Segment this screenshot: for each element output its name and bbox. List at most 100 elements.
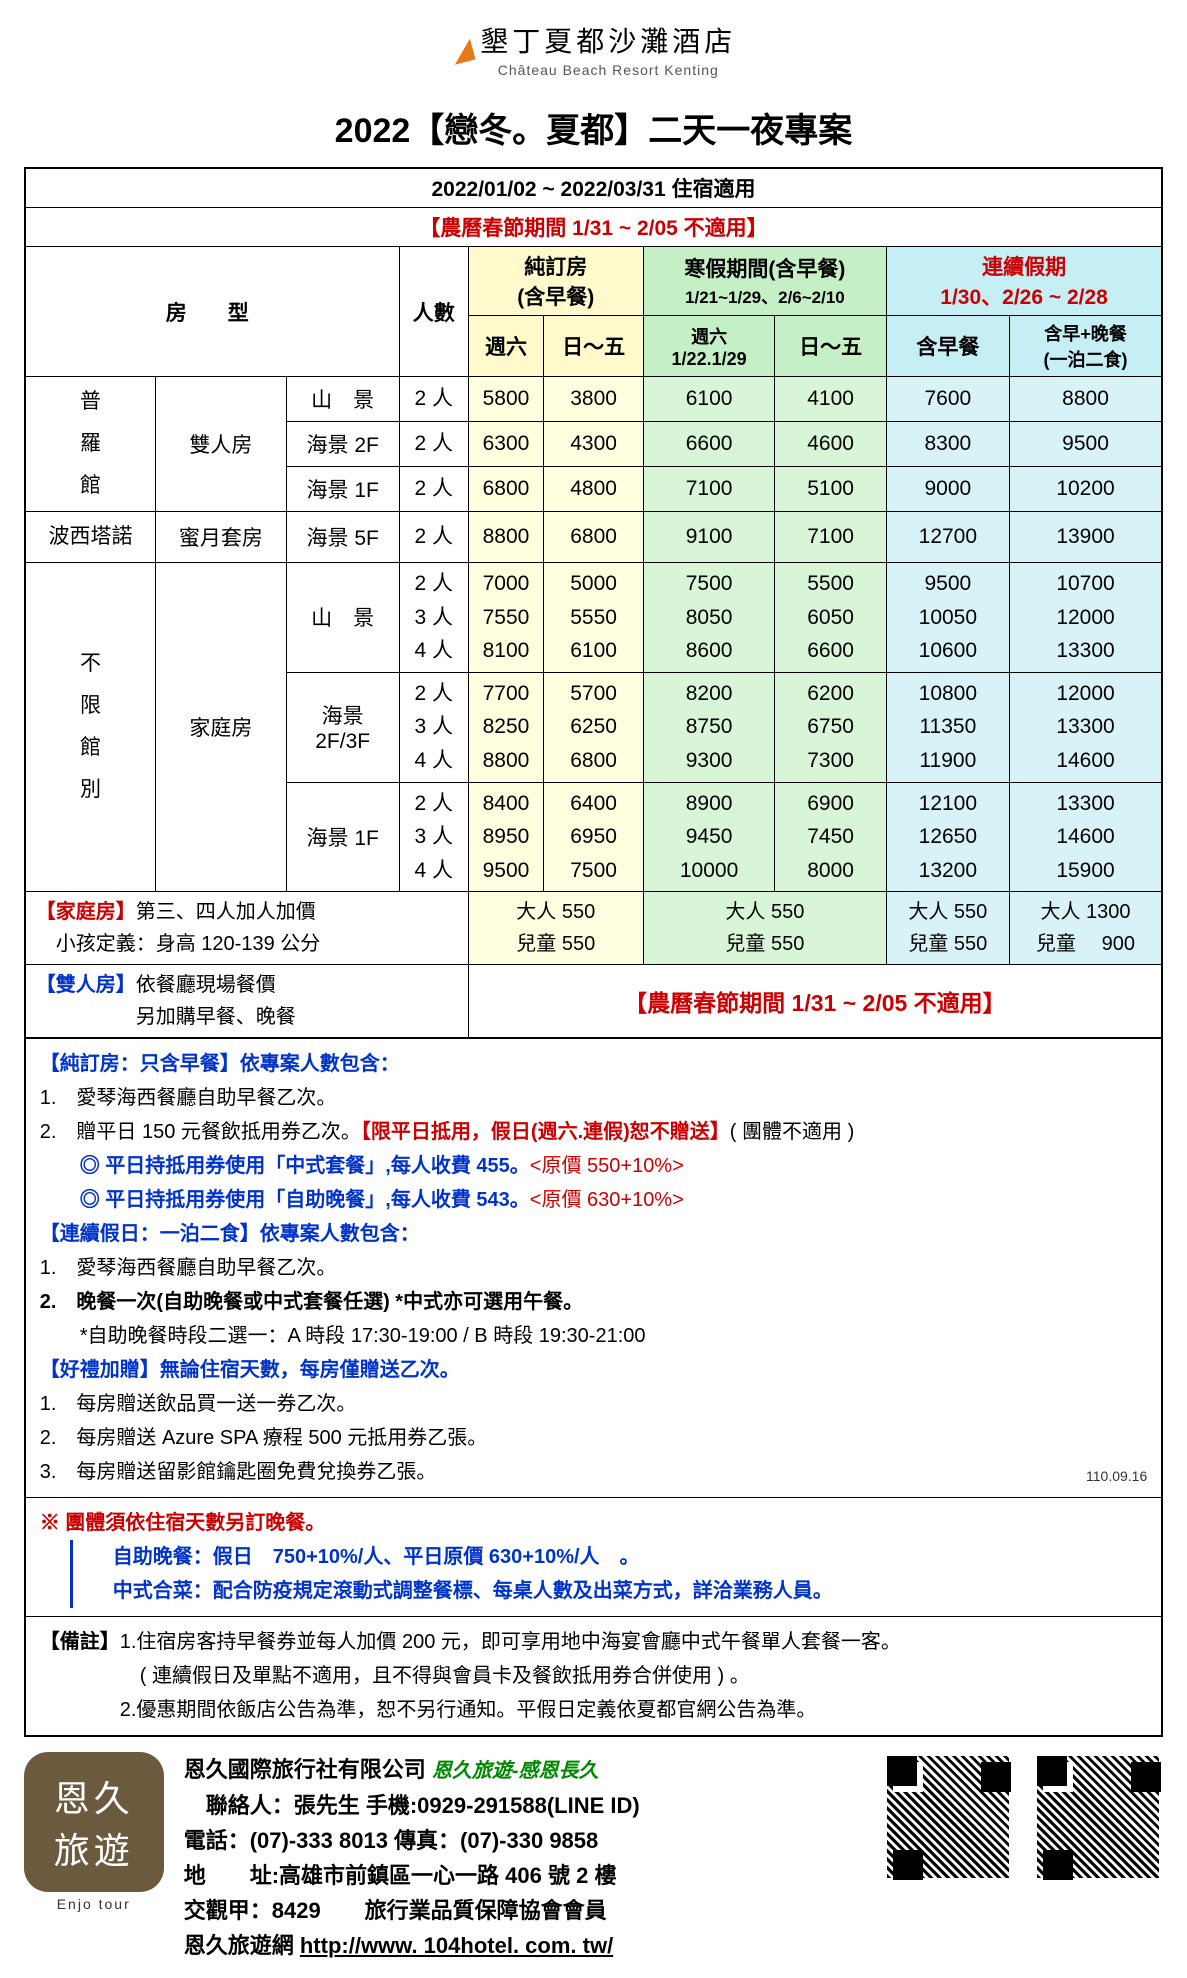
- price-cell: 6900 7450 8000: [775, 782, 887, 892]
- building-cell: 普 羅 館: [25, 377, 156, 512]
- tour-logo-en: Enjo tour: [24, 1896, 164, 1912]
- price-cell: 7100: [775, 512, 887, 563]
- price-cell: 5700 6250 6800: [544, 672, 644, 782]
- group-l1: 自助晚餐：假日 750+10%/人、平日原價 630+10%/人 。: [113, 1540, 1148, 1574]
- hotel-header: ◢ 墾丁夏都沙灘酒店 Château Beach Resort Kenting: [0, 0, 1187, 88]
- price-cell: 5100: [775, 467, 887, 512]
- price-cell: 3800: [544, 377, 644, 422]
- footer: 恩久 旅遊 Enjo tour 恩久國際旅行社有限公司 恩久旅遊-感恩長久 聯絡…: [24, 1752, 1164, 1963]
- hdr-holiday: 連續假期1/30、2/26 ~ 2/28: [886, 247, 1162, 316]
- price-cell: 7500 8050 8600: [643, 563, 774, 673]
- price-cell: 9500: [1009, 422, 1162, 467]
- logo-icon: ◢: [447, 30, 476, 67]
- price-cell: 9100: [643, 512, 774, 563]
- price-cell: 4100: [775, 377, 887, 422]
- addon-pure: 大人 550 兒童 550: [468, 892, 643, 965]
- price-cell: 4800: [544, 467, 644, 512]
- price-cell: 8900 9450 10000: [643, 782, 774, 892]
- tour-logo: 恩久 旅遊: [24, 1752, 164, 1892]
- package-title: 2022【戀冬。夏都】二天一夜專案: [0, 103, 1187, 152]
- tour-logo-box: 恩久 旅遊 Enjo tour: [24, 1752, 164, 1912]
- addon-double-note: 【農曆春節期間 1/31 ~ 2/05 不適用】: [468, 965, 1162, 1039]
- hdr-pure-sat: 週六: [468, 316, 544, 377]
- website-link[interactable]: http://www. 104hotel. com. tw/: [300, 1933, 613, 1958]
- view-cell: 海景 5F: [286, 512, 399, 563]
- price-cell: 8800: [468, 512, 544, 563]
- price-cell: 6100: [643, 377, 774, 422]
- pricing-table: 2022/01/02 ~ 2022/03/31 住宿適用 【農曆春節期間 1/3…: [24, 167, 1164, 1039]
- s1-title: 【純訂房：只含早餐】依專案人數包含：: [40, 1047, 1148, 1081]
- s3-l3: 3. 每房贈送留影館鑰匙圈免費兌換券乙張。110.09.16: [40, 1455, 1148, 1489]
- s3-l1: 1. 每房贈送飲品買一送一券乙次。: [40, 1387, 1148, 1421]
- price-cell: 13900: [1009, 512, 1162, 563]
- qr-code-2: [1033, 1752, 1163, 1882]
- building-cell: 不 限 館 別: [25, 563, 156, 892]
- group-l2: 中式合菜：配合防疫規定滾動式調整餐標、每桌人數及出菜方式，詳洽業務人員。: [113, 1574, 1148, 1608]
- notes-group: ※ 團體須依住宿天數另訂晚餐。 自助晚餐：假日 750+10%/人、平日原價 6…: [26, 1498, 1162, 1617]
- price-cell: 10700 12000 13300: [1009, 563, 1162, 673]
- price-cell: 6800: [468, 467, 544, 512]
- people-cell: 2 人: [399, 377, 468, 422]
- remark-l1: 1.住宿房客持早餐券並每人加價 200 元，即可享用地中海宴會廳中式午餐單人套餐…: [120, 1625, 901, 1659]
- price-cell: 10200: [1009, 467, 1162, 512]
- s1-l1: 1. 愛琴海西餐廳自助早餐乙次。: [40, 1081, 1148, 1115]
- people-cell: 2 人 3 人 4 人: [399, 782, 468, 892]
- hotel-name-en: Château Beach Resort Kenting: [480, 62, 736, 78]
- hdr-pure-wk: 日～五: [544, 316, 644, 377]
- price-cell: 13300 14600 15900: [1009, 782, 1162, 892]
- roomtype-cell: 家庭房: [156, 563, 286, 892]
- price-cell: 10800 11350 11900: [886, 672, 1009, 782]
- price-cell: 12000 13300 14600: [1009, 672, 1162, 782]
- s3-l2: 2. 每房贈送 Azure SPA 療程 500 元抵用券乙張。: [40, 1421, 1148, 1455]
- s3-title: 【好禮加贈】無論住宿天數，每房僅贈送乙次。: [40, 1353, 1148, 1387]
- addon-hol1: 大人 550 兒童 550: [886, 892, 1009, 965]
- view-cell: 海景 1F: [286, 467, 399, 512]
- view-cell: 海景 2F: [286, 422, 399, 467]
- qr-code-1: [883, 1752, 1013, 1882]
- price-cell: 4600: [775, 422, 887, 467]
- price-cell: 6300: [468, 422, 544, 467]
- price-cell: 7100: [643, 467, 774, 512]
- price-cell: 7600: [886, 377, 1009, 422]
- price-cell: 8300: [886, 422, 1009, 467]
- hdr-winter-sat: 週六 1/22.1/29: [643, 316, 774, 377]
- price-cell: 5000 5550 6100: [544, 563, 644, 673]
- price-cell: 6200 6750 7300: [775, 672, 887, 782]
- people-cell: 2 人: [399, 512, 468, 563]
- people-cell: 2 人 3 人 4 人: [399, 563, 468, 673]
- price-cell: 7000 7550 8100: [468, 563, 544, 673]
- hdr-people: 人數: [399, 247, 468, 377]
- s2-l1: 1. 愛琴海西餐廳自助早餐乙次。: [40, 1251, 1148, 1285]
- addon-family: 【家庭房】第三、四人加人加價 小孩定義：身高 120-139 公分: [25, 892, 468, 965]
- view-cell: 海景 1F: [286, 782, 399, 892]
- price-cell: 9000: [886, 467, 1009, 512]
- addon-winter: 大人 550 兒童 550: [643, 892, 886, 965]
- s1-l3: ◎ 平日持抵用券使用「中式套餐」,每人收費 455。<原價 550+10%>: [40, 1149, 1148, 1183]
- price-cell: 5800: [468, 377, 544, 422]
- price-cell: 12100 12650 13200: [886, 782, 1009, 892]
- price-cell: 12700: [886, 512, 1009, 563]
- hdr-winter-wk: 日～五: [775, 316, 887, 377]
- s2-title: 【連續假日：一泊二食】依專案人數包含：: [40, 1217, 1148, 1251]
- hdr-winter: 寒假期間(含早餐)1/21~1/29、2/6~2/10: [643, 247, 886, 316]
- roomtype-cell: 蜜月套房: [156, 512, 286, 563]
- price-cell: 8200 8750 9300: [643, 672, 774, 782]
- people-cell: 2 人: [399, 422, 468, 467]
- price-cell: 4300: [544, 422, 644, 467]
- view-cell: 海景 2F/3F: [286, 672, 399, 782]
- remark-title: 【備註】: [40, 1625, 120, 1727]
- s2-l3: *自助晚餐時段二選一：A 時段 17:30-19:00 / B 時段 19:30…: [40, 1319, 1148, 1353]
- group-title: ※ 團體須依住宿天數另訂晚餐。: [40, 1506, 1148, 1540]
- notes-pure-booking: 【純訂房：只含早餐】依專案人數包含： 1. 愛琴海西餐廳自助早餐乙次。 2. 贈…: [26, 1039, 1162, 1498]
- price-cell: 6800: [544, 512, 644, 563]
- addon-double: 【雙人房】依餐廳現場餐價 另加購早餐、晚餐: [25, 965, 468, 1039]
- addon-hol2: 大人 1300 兒童 900: [1009, 892, 1162, 965]
- hdr-room-type: 房 型: [25, 247, 400, 377]
- hotel-name-cn: 墾丁夏都沙灘酒店: [480, 20, 736, 60]
- price-cell: 9500 10050 10600: [886, 563, 1009, 673]
- cny-exclusion: 【農曆春節期間 1/31 ~ 2/05 不適用】: [25, 208, 1163, 247]
- footer-contact: 恩久國際旅行社有限公司 恩久旅遊-感恩長久 聯絡人：張先生 手機:0929-29…: [184, 1752, 864, 1963]
- price-cell: 7700 8250 8800: [468, 672, 544, 782]
- date-range: 2022/01/02 ~ 2022/03/31 住宿適用: [25, 168, 1163, 208]
- price-cell: 6400 6950 7500: [544, 782, 644, 892]
